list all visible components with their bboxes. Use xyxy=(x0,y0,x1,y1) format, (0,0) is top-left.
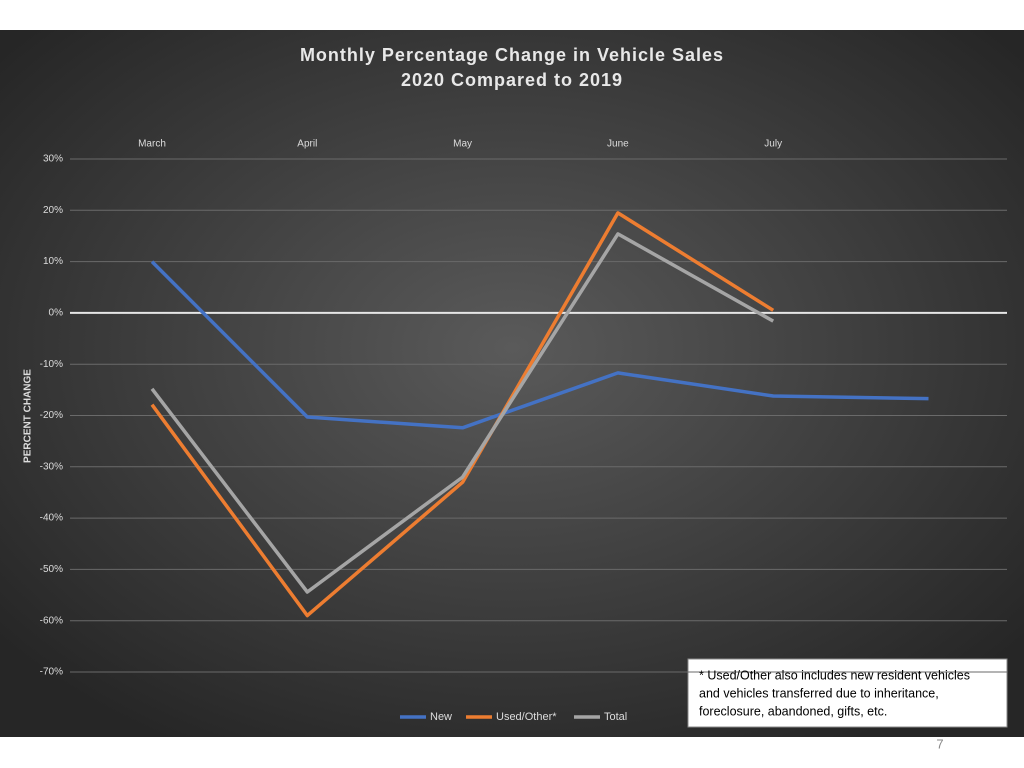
annotation-box xyxy=(687,658,1008,728)
chart-title: Monthly Percentage Change in Vehicle Sal… xyxy=(300,45,724,65)
legend-label: Used/Other* xyxy=(496,711,557,723)
y-tick-label: -10% xyxy=(40,359,63,370)
y-tick-label: -60% xyxy=(40,615,63,626)
y-tick-label: -30% xyxy=(40,461,63,472)
y-tick-label: -20% xyxy=(40,410,63,421)
y-axis-label: PERCENT CHANGE xyxy=(23,369,34,463)
y-tick-label: -40% xyxy=(40,513,63,524)
annotation-text: foreclosure, abandoned, gifts, etc. xyxy=(699,704,887,718)
page-number: 7 xyxy=(936,736,943,751)
series-line xyxy=(150,211,775,618)
y-tick-label: -50% xyxy=(40,564,63,575)
x-tick-label: June xyxy=(607,139,629,150)
x-tick-label: April xyxy=(297,139,317,150)
series-line xyxy=(150,232,775,594)
annotation-text: and vehicles transferred due to inherita… xyxy=(699,686,939,700)
y-tick-label: 20% xyxy=(43,205,63,216)
y-tick-label: 30% xyxy=(43,154,63,165)
x-tick-label: March xyxy=(138,139,166,150)
series-line xyxy=(150,260,929,430)
y-tick-label: -70% xyxy=(40,667,63,678)
annotation-text: * Used/Other also includes new resident … xyxy=(699,668,970,682)
y-tick-label: 10% xyxy=(43,256,63,267)
chart-subtitle: 2020 Compared to 2019 xyxy=(401,70,623,90)
x-tick-label: July xyxy=(764,139,782,150)
y-tick-label: 0% xyxy=(49,308,64,319)
chart-background xyxy=(0,30,1024,737)
x-tick-label: May xyxy=(453,139,472,150)
legend-label: New xyxy=(430,711,452,723)
legend-label: Total xyxy=(604,711,627,723)
